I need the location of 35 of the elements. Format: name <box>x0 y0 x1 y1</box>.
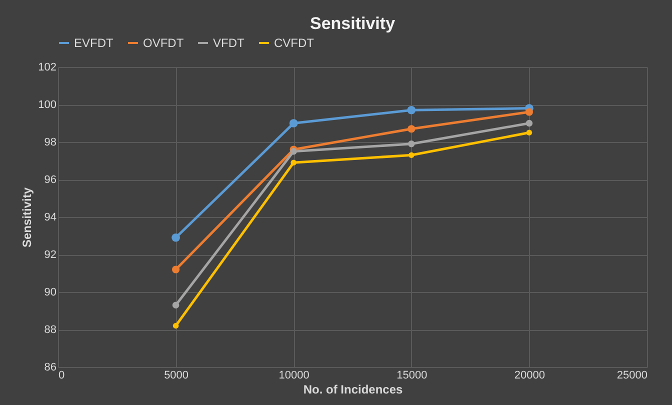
point <box>290 160 297 166</box>
x-tick-label: 5000 <box>164 370 189 382</box>
point <box>408 125 416 133</box>
x-tick-label: 15000 <box>396 370 428 382</box>
point <box>408 152 414 158</box>
y-tick-label: 102 <box>38 62 56 74</box>
point <box>525 108 534 116</box>
legend-label: OVFDT <box>143 36 184 50</box>
y-tick-label: 94 <box>44 212 56 224</box>
y-axis-title: Sensitivity <box>20 187 34 248</box>
x-tick-label: 25000 <box>616 370 648 382</box>
point <box>289 119 298 128</box>
x-tick-label: 20000 <box>514 370 545 382</box>
y-tick-label: 86 <box>44 362 56 374</box>
point <box>172 233 180 242</box>
y-tick-label: 90 <box>44 286 56 298</box>
y-tick-label: 92 <box>44 249 56 261</box>
chart-title: Sensitivity <box>310 14 396 33</box>
legend-label: VFDT <box>213 36 245 50</box>
point <box>526 120 533 127</box>
legend-label: EVFDT <box>74 36 114 50</box>
y-tick-label: 98 <box>44 136 56 148</box>
y-tick-label: 100 <box>38 99 56 111</box>
point <box>172 266 180 274</box>
x-tick-label: 0 <box>58 370 65 382</box>
point <box>526 130 532 136</box>
x-tick-label: 10000 <box>278 370 310 382</box>
point <box>407 106 416 114</box>
y-tick-label: 96 <box>44 174 56 186</box>
point <box>172 322 179 329</box>
legend-label: CVFDT <box>274 36 315 50</box>
x-axis-title: No. of Incidences <box>303 382 403 396</box>
point <box>408 140 415 148</box>
point <box>172 302 180 309</box>
y-tick-label: 88 <box>44 324 56 336</box>
